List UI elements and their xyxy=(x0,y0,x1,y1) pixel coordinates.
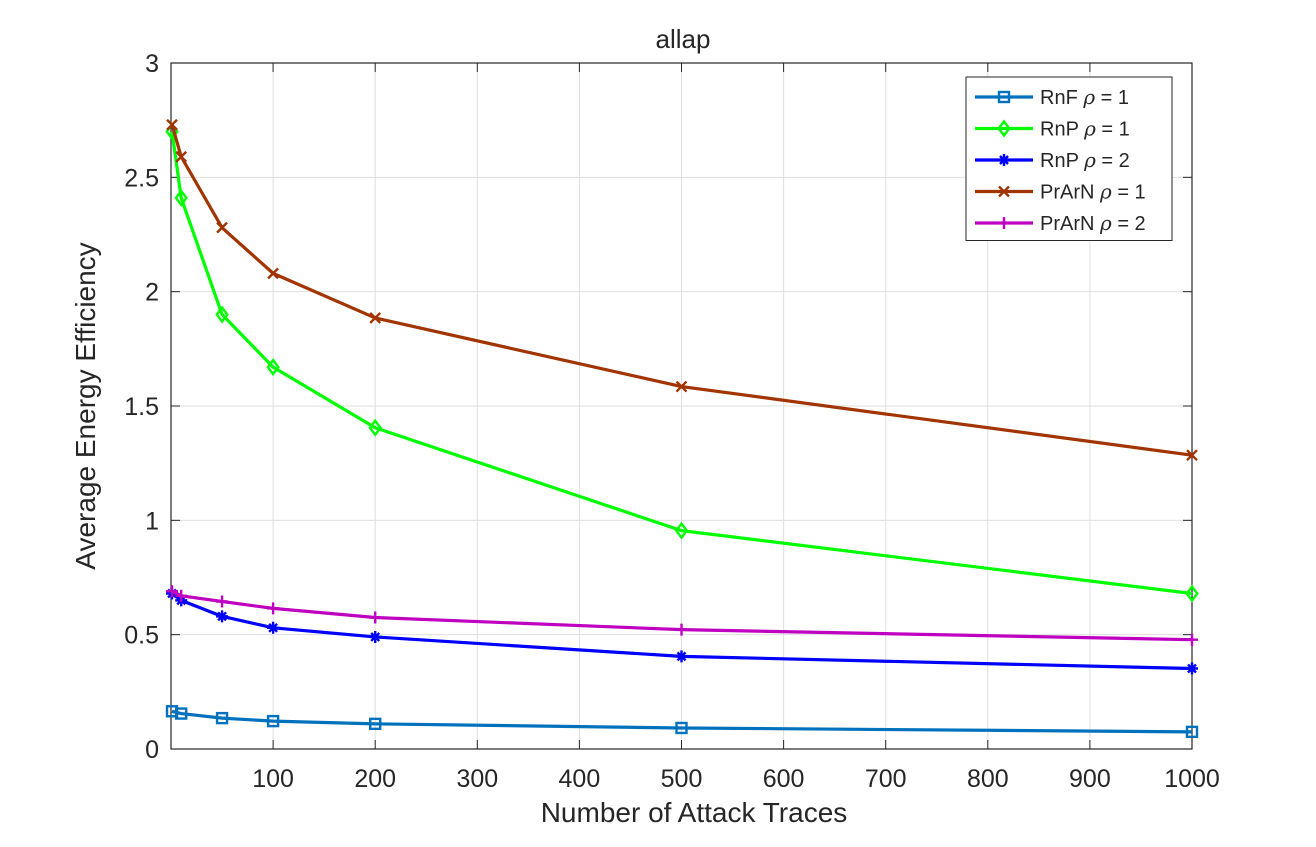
data-point xyxy=(166,585,179,598)
data-point xyxy=(267,267,279,280)
legend-item: PrArN ρ = 2 xyxy=(975,211,1146,235)
data-point xyxy=(216,610,229,623)
x-axis-title: Number of Attack Traces xyxy=(541,797,848,828)
x-tick-label: 900 xyxy=(1069,765,1111,793)
data-point xyxy=(675,721,688,735)
data-point xyxy=(369,312,382,324)
y-tick-label: 1 xyxy=(145,507,159,535)
data-point xyxy=(1186,449,1198,462)
x-tick-label: 1000 xyxy=(1164,765,1220,793)
y-tick-label: 0 xyxy=(145,736,159,764)
legend-swatch-marker xyxy=(998,185,1010,198)
data-point xyxy=(175,707,188,720)
y-tick-label: 2.5 xyxy=(124,164,159,192)
data-point xyxy=(175,589,188,602)
legend-item: RnF ρ = 1 xyxy=(975,85,1129,109)
y-tick-label: 1.5 xyxy=(124,393,159,421)
data-point xyxy=(216,221,228,234)
series-4 xyxy=(166,585,1198,646)
x-tick-label: 200 xyxy=(354,765,396,793)
x-tick-label: 600 xyxy=(763,765,805,793)
data-point xyxy=(216,595,229,608)
x-tick-label: 500 xyxy=(661,765,703,793)
data-point xyxy=(166,118,178,131)
series-line xyxy=(170,131,1193,596)
data-point xyxy=(1186,633,1198,646)
x-tick-label: 300 xyxy=(456,765,498,793)
legend-swatch-marker xyxy=(998,217,1010,229)
series-0 xyxy=(165,705,1199,739)
data-point xyxy=(675,380,688,393)
data-point xyxy=(1186,662,1198,675)
data-point xyxy=(674,521,689,540)
legend-item: RnP ρ = 1 xyxy=(975,117,1130,141)
series-3 xyxy=(166,118,1198,462)
data-point xyxy=(174,188,188,207)
y-tick-label: 2 xyxy=(145,279,159,307)
x-tick-label: 700 xyxy=(865,765,907,793)
data-point xyxy=(266,358,280,377)
data-point xyxy=(267,602,280,615)
data-point xyxy=(675,650,688,663)
legend-swatch-marker xyxy=(998,154,1010,166)
data-point xyxy=(369,717,382,731)
legend-label: RnP ρ = 1 xyxy=(1040,117,1130,141)
data-point xyxy=(215,305,229,324)
x-tick-label: 800 xyxy=(967,765,1009,793)
y-tick-label: 3 xyxy=(145,50,159,78)
data-point xyxy=(369,630,382,643)
data-point xyxy=(1185,725,1199,739)
data-point xyxy=(1185,584,1199,603)
chart-title: allap xyxy=(656,24,711,54)
x-tick-label: 100 xyxy=(252,765,294,793)
legend-label: PrArN ρ = 2 xyxy=(1040,211,1146,235)
legend-label: RnP ρ = 2 xyxy=(1040,148,1130,172)
y-tick-label: 0.5 xyxy=(124,622,159,650)
data-point xyxy=(175,150,188,163)
data-point xyxy=(215,711,229,725)
legend-item: RnP ρ = 2 xyxy=(975,148,1130,172)
data-point xyxy=(267,621,280,634)
legend-label: RnF ρ = 1 xyxy=(1040,85,1129,109)
series-1 xyxy=(165,122,1199,603)
data-point xyxy=(368,418,382,437)
y-axis-title: Average Energy Efficiency xyxy=(70,242,101,569)
legend-swatch-marker xyxy=(997,90,1011,104)
series-line xyxy=(171,709,1193,734)
data-point xyxy=(675,623,688,636)
data-point xyxy=(369,611,382,624)
legend-label: PrArN ρ = 1 xyxy=(1040,180,1146,204)
legend-item: PrArN ρ = 1 xyxy=(975,180,1146,204)
legend-swatch-marker xyxy=(997,119,1011,138)
data-point xyxy=(266,714,280,728)
x-tick-label: 400 xyxy=(559,765,601,793)
